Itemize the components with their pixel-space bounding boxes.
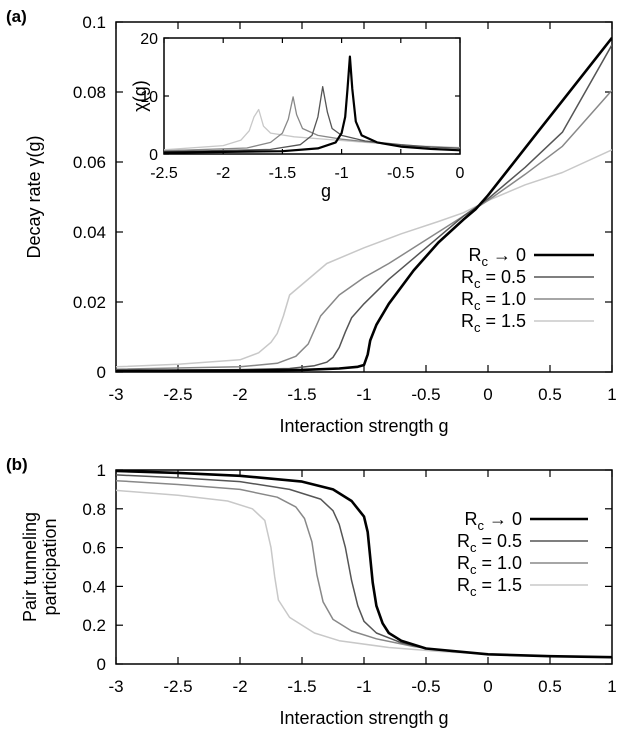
inset-series-line-0 xyxy=(164,55,460,154)
a-x-tick-label: 0.5 xyxy=(538,385,562,404)
a-y-tick-label: 0.1 xyxy=(82,13,106,32)
b-x-tick-label: 0.5 xyxy=(538,677,562,696)
b-x-tick-label: -1.5 xyxy=(287,677,316,696)
b-series-line-2 xyxy=(116,479,612,658)
inset-y-tick-label: 10 xyxy=(140,89,158,106)
inset-y-tick-label: 0 xyxy=(149,147,158,164)
a-series-line-0 xyxy=(116,36,612,372)
a-series-line-3 xyxy=(116,149,612,368)
y-axis-label-a: Decay rate γ(g) xyxy=(24,135,44,258)
x-axis-label-a: Interaction strength g xyxy=(279,416,448,436)
b-x-tick-label: -0.5 xyxy=(411,677,440,696)
inset-series-line-1 xyxy=(164,86,460,153)
legend-label-b-1: Rc = 0.5 xyxy=(457,531,522,555)
inset-x-tick-label: 0 xyxy=(456,165,465,182)
inset-y-axis-label: χ(g) xyxy=(130,80,150,111)
b-series-line-0 xyxy=(116,470,612,659)
legend-label-a-0: Rc → 0 xyxy=(468,245,526,269)
a-x-tick-label: -0.5 xyxy=(411,385,440,404)
inset-x-tick-label: -2 xyxy=(216,165,230,182)
a-y-tick-label: 0.04 xyxy=(73,223,106,242)
b-x-tick-label: -1 xyxy=(356,677,371,696)
panel-b: -3 -2.5 -2 -1.5 -1 -0.5 0 0.5 1 0 0.2 0.4 0.6 0.8 1 (b)… xyxy=(6,455,617,728)
inset-x-tick-label: -0.5 xyxy=(387,165,415,182)
a-x-tick-label: -2.5 xyxy=(163,385,192,404)
b-x-tick-label: 0 xyxy=(483,677,492,696)
b-y-tick-label: 0.4 xyxy=(82,577,106,596)
a-x-tick-label: -1 xyxy=(356,385,371,404)
a-series-line-2 xyxy=(116,89,612,370)
a-x-tick-label: 1 xyxy=(607,385,616,404)
a-y-tick-label: 0.08 xyxy=(73,83,106,102)
x-axis-label-b: Interaction strength g xyxy=(279,708,448,728)
y-axis-label-b-line-1: participation xyxy=(40,518,60,615)
inset-series-line-3 xyxy=(164,108,460,151)
b-y-tick-label: 0.2 xyxy=(82,616,106,635)
a-y-tick-label: 0.02 xyxy=(73,293,106,312)
a-x-tick-label: 0 xyxy=(483,385,492,404)
panel-label-a: (a) xyxy=(6,7,27,26)
y-axis-label-b-line-0: Pair tunneling xyxy=(20,512,40,622)
panel-a: -3 -2.5 -2 -1.5 -1 -0.5 0 0.5 100.020.040.060.08… xyxy=(6,7,617,436)
inset-x-axis-label: g xyxy=(321,181,331,201)
a-x-tick-label: -1.5 xyxy=(287,385,316,404)
inset-x-tick-label: -2.5 xyxy=(150,165,178,182)
legend-label-b-2: Rc = 1.0 xyxy=(457,553,522,577)
inset-y-tick-label: 20 xyxy=(140,31,158,48)
b-x-tick-label: -2.5 xyxy=(163,677,192,696)
a-y-tick-label: 0 xyxy=(97,363,106,382)
legend-b: Rc → 0Rc = 0.5Rc = 1.0Rc = 1.5 xyxy=(457,509,588,599)
legend-a: Rc → 0Rc = 0.5Rc = 1.0Rc = 1.5 xyxy=(461,245,594,335)
b-y-tick-label: 0 xyxy=(97,655,106,674)
a-x-tick-label: -3 xyxy=(108,385,123,404)
b-y-tick-label: 0.8 xyxy=(82,500,106,519)
legend-label-a-1: Rc = 0.5 xyxy=(461,267,526,291)
b-x-tick-label: -2 xyxy=(232,677,247,696)
legend-label-a-2: Rc = 1.0 xyxy=(461,289,526,313)
legend-label-a-3: Rc = 1.5 xyxy=(461,311,526,335)
y-axis-label-b: Pair tunnelingparticipation xyxy=(20,512,60,622)
inset-x-tick-label: -1 xyxy=(334,165,348,182)
inset-background xyxy=(164,38,460,154)
legend-label-b-3: Rc = 1.5 xyxy=(457,575,522,599)
b-y-tick-label: 0.6 xyxy=(82,539,106,558)
a-x-tick-label: -2 xyxy=(232,385,247,404)
b-x-tick-label: 1 xyxy=(607,677,616,696)
a-y-tick-label: 0.06 xyxy=(73,153,106,172)
b-y-tick-label: 1 xyxy=(97,461,106,480)
b-series-line-1 xyxy=(116,474,612,658)
legend-label-b-0: Rc → 0 xyxy=(464,509,522,533)
inset-chart: -2.5 -2 -1.5 -1 -0.5 0 0 10 20 g χ(g) xyxy=(130,31,465,201)
a-series-line-1 xyxy=(116,44,612,372)
b-x-tick-label: -3 xyxy=(108,677,123,696)
panel-label-b: (b) xyxy=(6,455,28,474)
inset-x-tick-label: -1.5 xyxy=(269,165,297,182)
